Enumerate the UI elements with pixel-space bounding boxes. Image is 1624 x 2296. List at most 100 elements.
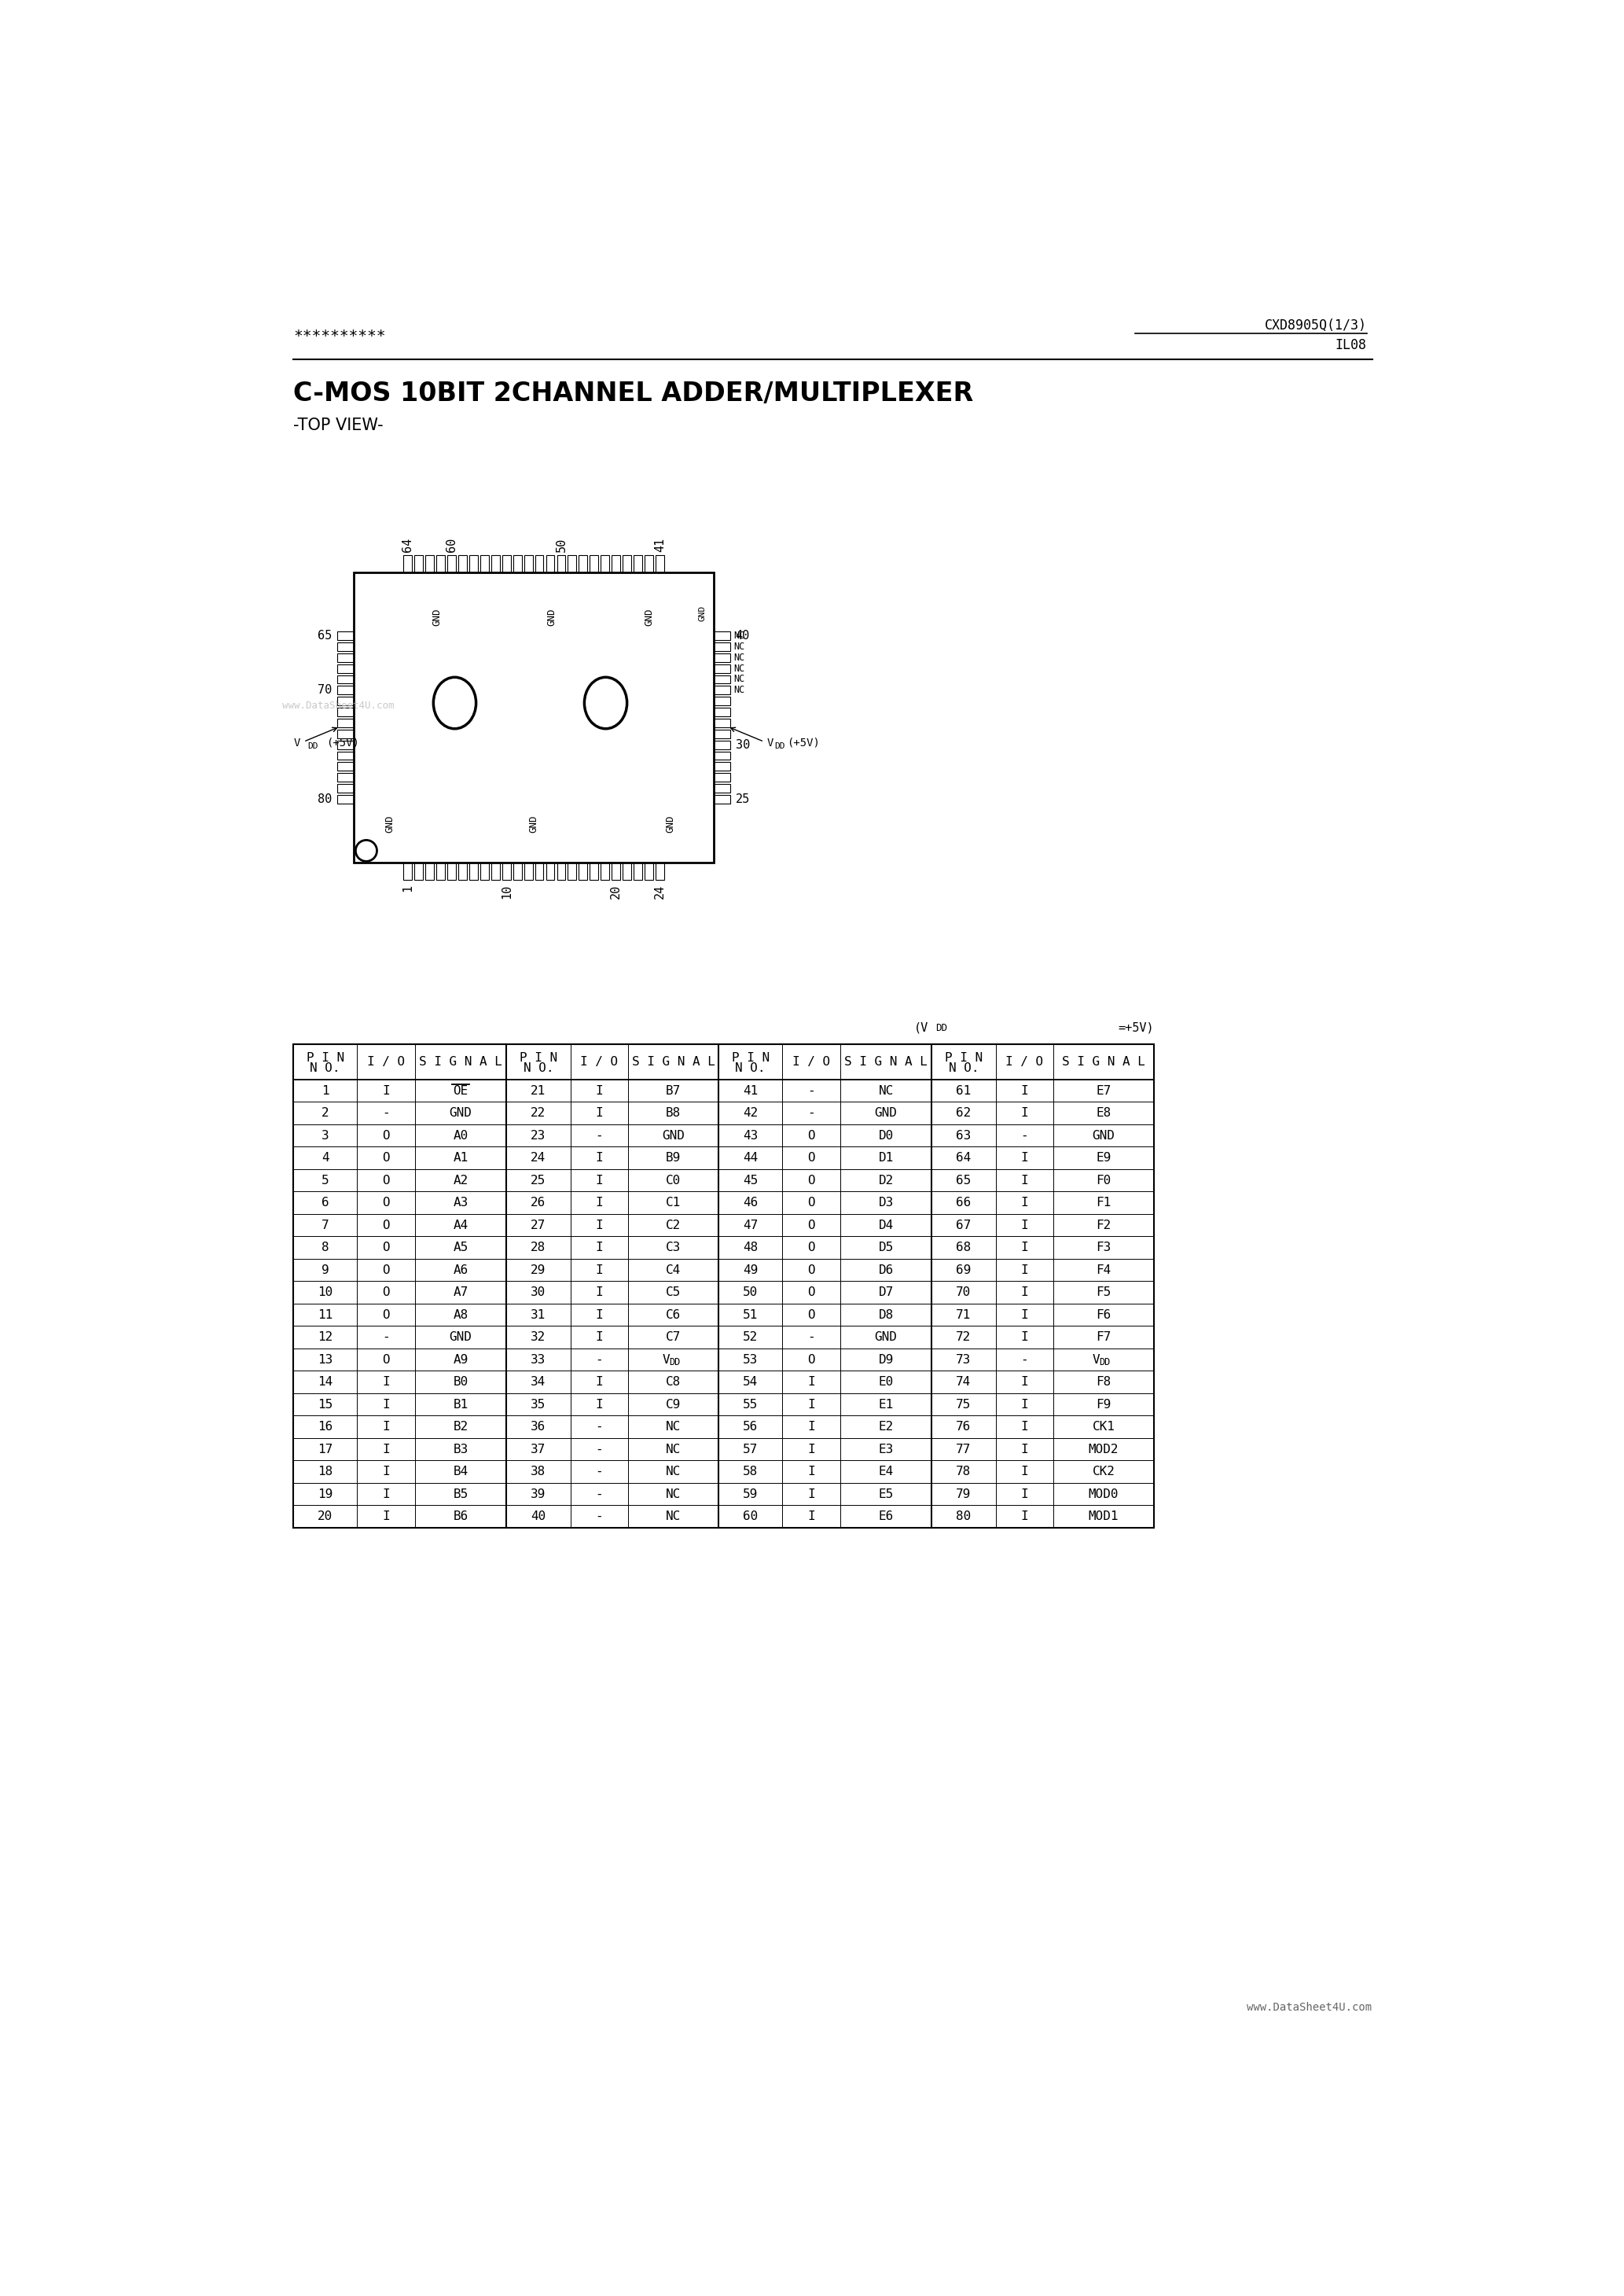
Bar [713, 631, 731, 641]
Bar [713, 774, 731, 781]
Text: 1: 1 [322, 1086, 330, 1097]
Text: 72: 72 [957, 1332, 971, 1343]
Text: E6: E6 [879, 1511, 893, 1522]
Text: DD: DD [669, 1357, 680, 1368]
Bar [578, 863, 588, 879]
Text: NC: NC [734, 664, 745, 673]
Text: 80: 80 [318, 794, 333, 806]
Text: F5: F5 [1096, 1286, 1111, 1297]
Text: 76: 76 [957, 1421, 971, 1433]
Text: 41: 41 [742, 1086, 758, 1097]
Text: 1: 1 [401, 884, 414, 891]
Bar [458, 556, 466, 572]
Text: 2: 2 [322, 1107, 330, 1118]
Text: 62: 62 [957, 1107, 971, 1118]
Text: I: I [596, 1086, 603, 1097]
Text: GND: GND [385, 815, 395, 833]
Bar [338, 774, 354, 781]
Text: C1: C1 [666, 1196, 680, 1208]
Bar [713, 687, 731, 693]
Text: GND: GND [450, 1332, 473, 1343]
Bar [713, 707, 731, 716]
Text: 54: 54 [742, 1375, 758, 1387]
Text: I: I [807, 1444, 815, 1456]
Text: -: - [807, 1107, 815, 1118]
Text: -: - [596, 1465, 603, 1479]
Text: -: - [596, 1130, 603, 1141]
Text: I: I [596, 1286, 603, 1297]
Text: 71: 71 [957, 1309, 971, 1320]
Text: MOD0: MOD0 [1088, 1488, 1119, 1499]
Text: I: I [382, 1465, 390, 1479]
Text: V: V [767, 737, 773, 748]
Text: 15: 15 [318, 1398, 333, 1410]
Text: 53: 53 [742, 1355, 758, 1366]
Bar [645, 863, 653, 879]
Text: 31: 31 [531, 1309, 546, 1320]
Bar [354, 572, 713, 863]
Bar [425, 556, 434, 572]
Text: C7: C7 [666, 1332, 680, 1343]
Text: GND: GND [643, 608, 654, 627]
Text: F9: F9 [1096, 1398, 1111, 1410]
Text: 20: 20 [318, 1511, 333, 1522]
Text: D2: D2 [879, 1176, 893, 1187]
Bar [338, 698, 354, 705]
Text: 43: 43 [742, 1130, 758, 1141]
Text: A6: A6 [453, 1265, 468, 1277]
Text: O: O [807, 1286, 815, 1297]
Text: O: O [807, 1130, 815, 1141]
Text: D6: D6 [879, 1265, 893, 1277]
Bar [490, 863, 500, 879]
Text: CXD8905Q(1/3): CXD8905Q(1/3) [1265, 319, 1366, 333]
Text: A0: A0 [453, 1130, 468, 1141]
Text: 37: 37 [531, 1444, 546, 1456]
Text: 17: 17 [318, 1444, 333, 1456]
Text: B0: B0 [453, 1375, 468, 1387]
Text: I: I [1021, 1444, 1028, 1456]
Text: 40: 40 [531, 1511, 546, 1522]
Bar [622, 556, 632, 572]
Text: F0: F0 [1096, 1176, 1111, 1187]
Text: I: I [1021, 1309, 1028, 1320]
Bar [590, 863, 598, 879]
Text: I / O: I / O [1005, 1056, 1043, 1068]
Text: (+5V): (+5V) [326, 737, 359, 748]
Bar [414, 863, 422, 879]
Bar [713, 664, 731, 673]
Text: O: O [382, 1355, 390, 1366]
Text: I: I [1021, 1375, 1028, 1387]
Bar [338, 643, 354, 650]
Text: B3: B3 [453, 1444, 468, 1456]
Text: I: I [1021, 1086, 1028, 1097]
Text: 30: 30 [736, 739, 750, 751]
Bar [713, 654, 731, 661]
Text: 49: 49 [742, 1265, 758, 1277]
Text: -: - [807, 1332, 815, 1343]
Text: 27: 27 [531, 1219, 546, 1231]
Bar [525, 556, 533, 572]
Text: GND: GND [698, 606, 706, 622]
Text: C4: C4 [666, 1265, 680, 1277]
Text: P I N: P I N [307, 1052, 344, 1063]
Text: GND: GND [666, 815, 676, 833]
Text: A5: A5 [453, 1242, 468, 1254]
Bar [534, 556, 544, 572]
Text: 23: 23 [531, 1130, 546, 1141]
Text: I: I [596, 1398, 603, 1410]
Text: www.DataSheet4U.com: www.DataSheet4U.com [1246, 2002, 1371, 2014]
Text: S I G N A L: S I G N A L [632, 1056, 715, 1068]
Text: GND: GND [875, 1107, 896, 1118]
Bar [481, 556, 489, 572]
Text: GND: GND [875, 1332, 896, 1343]
Text: 77: 77 [957, 1444, 971, 1456]
Bar [645, 556, 653, 572]
Text: I: I [382, 1488, 390, 1499]
Text: 34: 34 [531, 1375, 546, 1387]
Text: B9: B9 [666, 1153, 680, 1164]
Bar [338, 742, 354, 748]
Text: -: - [382, 1332, 390, 1343]
Bar [713, 785, 731, 792]
Text: O: O [807, 1309, 815, 1320]
Text: 65: 65 [318, 629, 333, 641]
